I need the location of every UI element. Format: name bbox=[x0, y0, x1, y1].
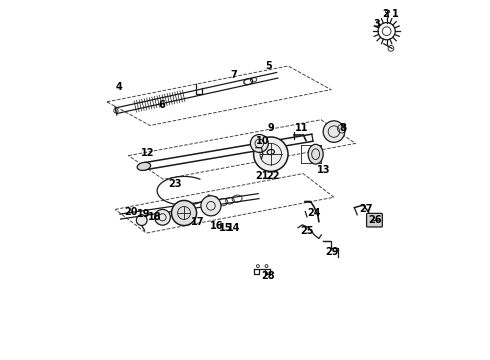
Text: 12: 12 bbox=[141, 148, 154, 158]
Text: 28: 28 bbox=[262, 271, 275, 281]
Text: 25: 25 bbox=[300, 226, 314, 236]
Circle shape bbox=[201, 196, 221, 216]
Bar bbox=[385, 9, 389, 12]
Circle shape bbox=[254, 137, 288, 171]
Text: 24: 24 bbox=[307, 208, 320, 218]
Text: 16: 16 bbox=[210, 221, 223, 231]
Text: 20: 20 bbox=[124, 207, 138, 217]
Text: 22: 22 bbox=[266, 171, 280, 181]
Text: 5: 5 bbox=[265, 61, 271, 71]
Text: 19: 19 bbox=[137, 209, 150, 219]
Text: 4: 4 bbox=[115, 82, 122, 93]
Text: 1: 1 bbox=[392, 9, 399, 19]
Text: 21: 21 bbox=[255, 171, 269, 181]
Text: 15: 15 bbox=[219, 224, 232, 233]
Text: 11: 11 bbox=[295, 123, 308, 133]
Text: 29: 29 bbox=[325, 247, 339, 257]
Text: 2: 2 bbox=[383, 9, 390, 19]
Ellipse shape bbox=[137, 162, 150, 170]
Text: 23: 23 bbox=[169, 179, 182, 189]
Text: 13: 13 bbox=[317, 165, 331, 175]
Text: 9: 9 bbox=[268, 123, 274, 133]
Text: 17: 17 bbox=[191, 217, 204, 227]
Circle shape bbox=[136, 215, 147, 226]
Circle shape bbox=[155, 210, 171, 225]
Circle shape bbox=[250, 134, 269, 152]
Circle shape bbox=[323, 121, 344, 142]
Text: 10: 10 bbox=[255, 136, 269, 146]
Text: 26: 26 bbox=[368, 215, 382, 225]
Text: 3: 3 bbox=[373, 19, 380, 29]
Circle shape bbox=[172, 201, 196, 226]
FancyBboxPatch shape bbox=[367, 213, 382, 227]
Text: 6: 6 bbox=[158, 100, 165, 110]
Text: 14: 14 bbox=[227, 224, 240, 233]
Text: 27: 27 bbox=[360, 204, 373, 215]
Text: 8: 8 bbox=[339, 123, 346, 133]
Text: 18: 18 bbox=[148, 212, 161, 221]
Text: 7: 7 bbox=[230, 70, 237, 80]
Ellipse shape bbox=[308, 144, 323, 164]
